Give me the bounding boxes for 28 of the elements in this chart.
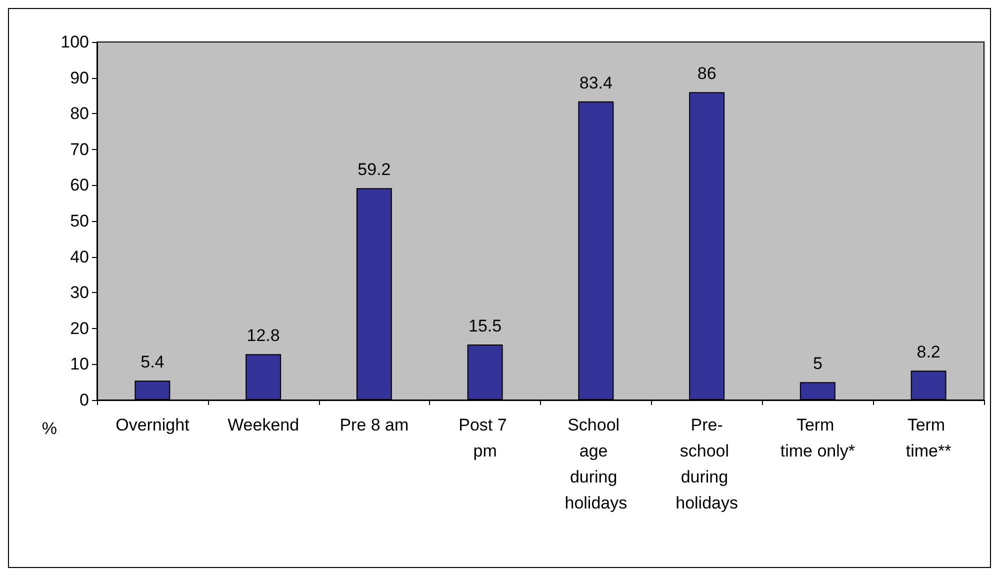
data-label: 59.2 (358, 160, 391, 180)
y-tick-label: 60 (70, 176, 89, 195)
y-tick-label: 0 (80, 390, 89, 410)
y-tick-label: 90 (70, 68, 89, 88)
data-label: 5 (812, 354, 822, 374)
y-tick-label: 80 (70, 104, 89, 124)
x-tick-label: School age during holidays (564, 416, 628, 512)
y-tick-label: 10 (70, 354, 89, 374)
y-tick-label: 30 (70, 283, 89, 302)
x-tick-label: Overnight (116, 416, 190, 434)
data-label: 8.2 (916, 342, 940, 362)
x-tick-label: Pre-school during holidays (676, 416, 738, 512)
y-tick-label: 50 (70, 212, 89, 230)
y-axis-title: % (42, 419, 57, 438)
data-label: 12.8 (246, 326, 280, 346)
y-tick-label: 20 (70, 318, 89, 338)
x-tick-label: Term time** (906, 416, 952, 460)
y-tick-label: 70 (70, 140, 89, 159)
x-tick-label: Post 7 pm (458, 416, 512, 460)
data-label: 15.5 (468, 316, 502, 336)
x-tick-label: Pre 8 am (340, 416, 409, 434)
y-tick-label: 40 (70, 247, 89, 266)
x-tick-label: Term time only* (780, 416, 856, 460)
x-tick-label: Weekend (228, 416, 300, 434)
y-tick-label: 100 (60, 32, 89, 52)
data-label: 86 (697, 64, 716, 84)
data-label: 5.4 (140, 352, 164, 372)
data-label: 83.4 (579, 73, 612, 92)
